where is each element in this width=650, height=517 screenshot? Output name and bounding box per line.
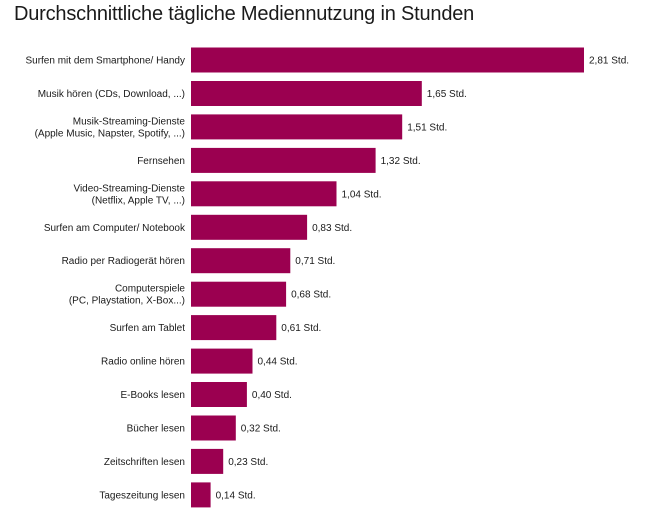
category-label: Surfen mit dem Smartphone/ Handy	[25, 56, 185, 67]
value-label: 0,68 Std.	[291, 290, 331, 301]
bar	[191, 214, 308, 240]
value-label: 0,32 Std.	[241, 424, 281, 435]
value-label: 1,51 Std.	[407, 122, 447, 133]
bar	[191, 281, 287, 307]
category-label: Fernsehen	[137, 156, 185, 167]
category-label: Radio per Radiogerät hören	[62, 256, 185, 267]
bar	[191, 81, 422, 106]
bar	[191, 248, 291, 274]
category-label: Zeitschriften lesen	[104, 457, 185, 468]
chart-title: Durchschnittliche tägliche Mediennutzung…	[14, 3, 475, 25]
category-label-line: Computerspiele	[115, 284, 185, 295]
category-label: Tageszeitung lesen	[99, 490, 185, 501]
category-label-line: Video-Streaming-Dienste	[73, 183, 185, 194]
category-label-line: (Netflix, Apple TV, ...)	[92, 195, 185, 206]
category-label-line: Musik-Streaming-Dienste	[73, 116, 186, 127]
value-label: 0,61 Std.	[281, 323, 321, 334]
bar	[191, 348, 253, 374]
category-label: Surfen am Tablet	[110, 323, 186, 334]
value-label: 0,14 Std.	[216, 490, 256, 501]
value-label: 1,32 Std.	[381, 156, 421, 167]
category-label: E-Books lesen	[121, 390, 185, 401]
bar	[191, 315, 277, 341]
bar	[191, 47, 584, 73]
value-label: 0,71 Std.	[295, 256, 335, 267]
value-label: 0,40 Std.	[252, 390, 292, 401]
value-label: 0,44 Std.	[258, 357, 298, 368]
category-label: Bücher lesen	[127, 424, 185, 435]
bar	[191, 415, 236, 441]
bar	[191, 382, 247, 407]
bar	[191, 147, 376, 173]
category-label: Surfen am Computer/ Notebook	[44, 223, 186, 234]
value-label: 1,04 Std.	[342, 189, 382, 200]
bar	[191, 114, 403, 140]
category-label: Musik-Streaming-Dienste (Apple Music, Nap…	[35, 116, 186, 139]
value-label: 0,83 Std.	[312, 223, 352, 234]
value-label: 0,23 Std.	[228, 457, 268, 468]
value-label: 1,65 Std.	[427, 89, 467, 100]
category-label-line: (Apple Music, Napster, Spotify, ...)	[35, 128, 185, 139]
category-label: Radio online hören	[101, 357, 185, 368]
bar	[191, 482, 211, 508]
bar	[191, 181, 337, 207]
category-label-line: (PC, Playstation, X-Box...)	[69, 296, 185, 307]
bar	[191, 448, 224, 474]
category-label: Musik hören (CDs, Download, ...)	[38, 89, 185, 100]
category-label: Computerspiele (PC, Playstation, X-Box...…	[69, 284, 186, 307]
value-label: 2,81 Std.	[589, 56, 629, 67]
category-label: Video-Streaming-Dienste (Netflix, Apple T…	[73, 183, 185, 206]
